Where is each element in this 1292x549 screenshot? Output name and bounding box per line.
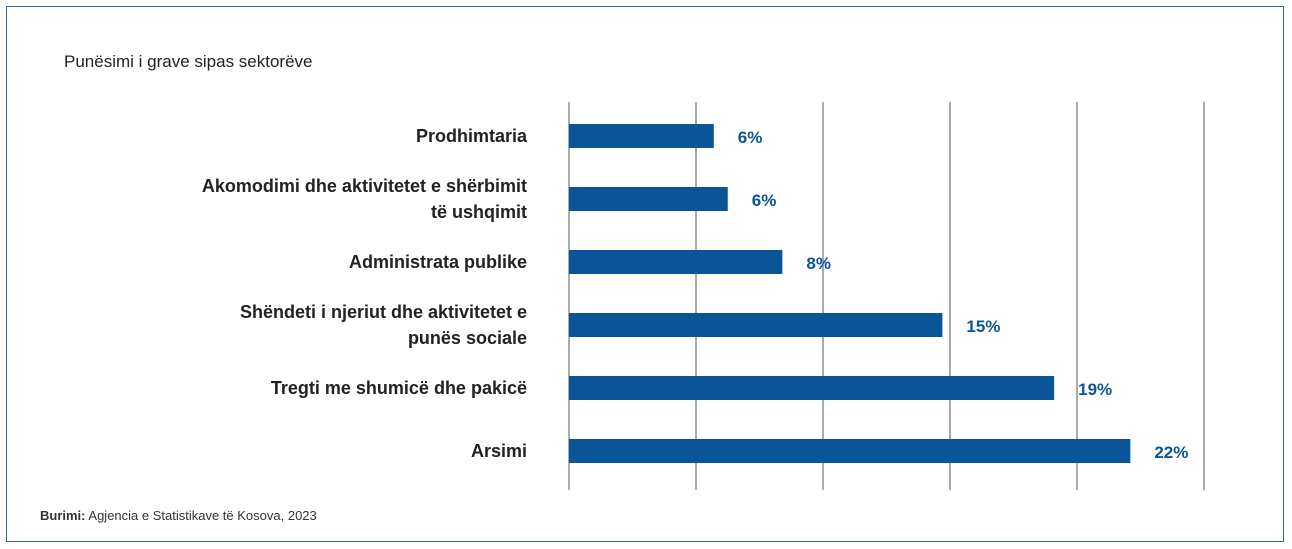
value-label: 22% bbox=[1154, 443, 1188, 462]
category-label: të ushqimit bbox=[431, 202, 527, 222]
value-label: 19% bbox=[1078, 380, 1112, 399]
value-label: 15% bbox=[966, 317, 1000, 336]
source-text: Agjencia e Statistikave të Kosova, 2023 bbox=[88, 508, 317, 523]
source-label: Burimi: bbox=[40, 508, 86, 523]
category-label: Administrata publike bbox=[349, 252, 527, 272]
value-label: 6% bbox=[738, 128, 763, 147]
bar bbox=[569, 439, 1131, 463]
value-labels: 6% 6% 8% 15% 19% 22% bbox=[738, 128, 1189, 462]
source-note: Burimi: Agjencia e Statistikave të Kosov… bbox=[40, 508, 317, 523]
category-label: Prodhimtaria bbox=[416, 126, 528, 146]
bar bbox=[569, 124, 714, 148]
bar bbox=[569, 187, 728, 211]
bar bbox=[569, 250, 783, 274]
category-label: punës sociale bbox=[408, 328, 527, 348]
category-label: Arsimi bbox=[471, 441, 527, 461]
bars bbox=[569, 124, 1131, 463]
value-label: 8% bbox=[806, 254, 831, 273]
category-label: Akomodimi dhe aktivitetet e shërbimit bbox=[202, 176, 527, 196]
chart-title: Punësimi i grave sipas sektorëve bbox=[64, 52, 313, 71]
category-label: Tregti me shumicë dhe pakicë bbox=[271, 378, 527, 398]
bar bbox=[569, 376, 1055, 400]
bar bbox=[569, 313, 943, 337]
value-label: 6% bbox=[752, 191, 777, 210]
category-label: Shëndeti i njeriut dhe aktivitetet e bbox=[240, 302, 527, 322]
gridlines bbox=[568, 102, 1205, 490]
category-labels: Prodhimtaria Akomodimi dhe aktivitetet e … bbox=[202, 126, 528, 461]
